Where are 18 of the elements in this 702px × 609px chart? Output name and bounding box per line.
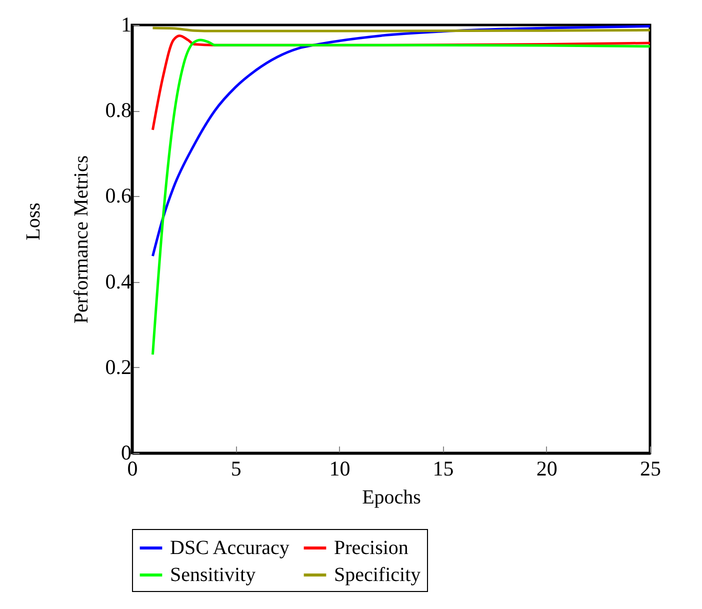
y-tick-label: 0.4 [105,269,132,294]
x-tick-label: 5 [230,456,242,480]
text: Loss [22,202,46,240]
legend-label: Precision [334,537,408,559]
y-axis-title: Performance Metrics [70,155,92,324]
y-tick-label: 0.8 [105,98,132,122]
x-tick-label: 20 [536,456,558,480]
x-tick-label: 25 [640,456,661,480]
y-tick-label: 0.6 [105,184,132,208]
y-tick-label: 0.2 [105,354,132,379]
x-tick-label: 10 [329,456,350,480]
line-series [151,38,650,356]
legend-label: DSC Accuracy [170,537,290,559]
legend-label: Specificity [334,564,421,586]
y-tick-label: 1 [121,12,132,36]
legend-label: Sensitivity [170,564,256,586]
x-tick-label: 15 [432,456,454,480]
x-axis-title: Epochs [362,486,422,508]
